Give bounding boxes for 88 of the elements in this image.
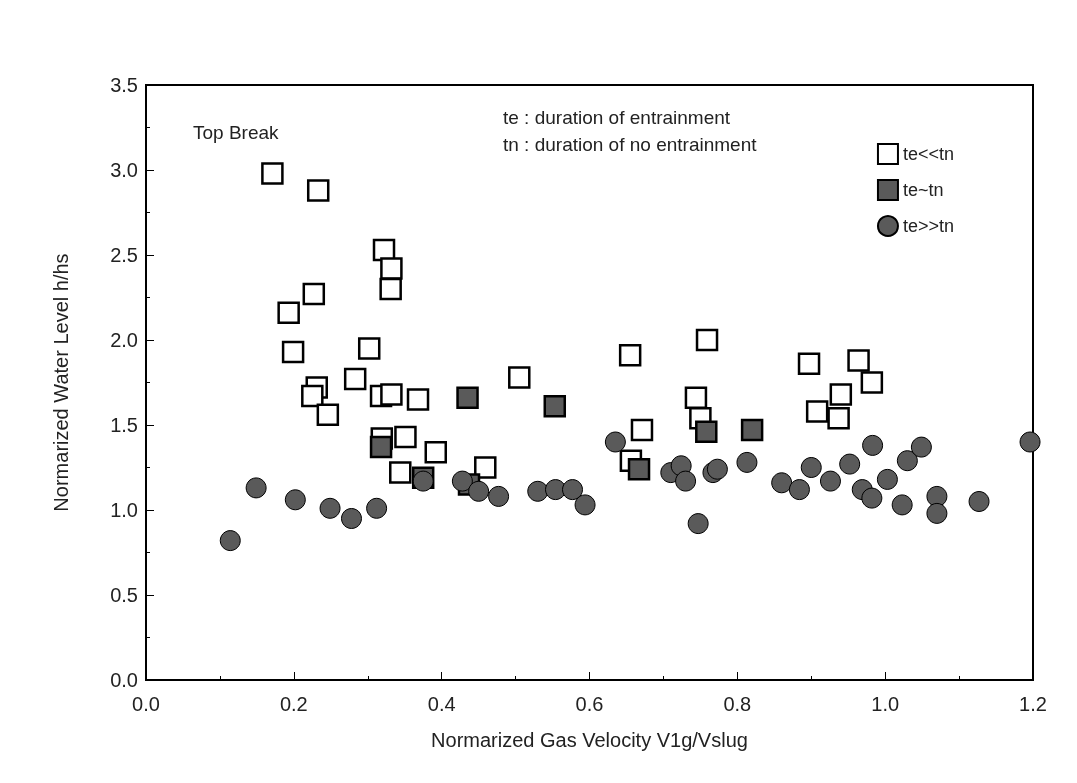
y-tick-label: 3.5 <box>110 74 138 96</box>
point <box>527 480 549 502</box>
legend-label: te~tn <box>902 180 944 200</box>
x-tick-label: 1.2 <box>1019 693 1047 715</box>
point <box>847 349 870 372</box>
y-tick-label: 0.0 <box>110 669 138 691</box>
point <box>369 435 393 459</box>
point <box>468 480 490 502</box>
x-tick-label: 0.4 <box>427 693 456 715</box>
annotation: te : duration of entrainment <box>503 107 731 128</box>
point <box>357 337 381 360</box>
point <box>829 383 853 406</box>
point <box>284 489 306 511</box>
point <box>306 179 330 202</box>
point <box>839 453 861 475</box>
point <box>1019 431 1041 453</box>
point <box>543 395 567 418</box>
point <box>695 420 718 444</box>
point <box>675 470 697 492</box>
point <box>860 371 884 394</box>
point <box>394 425 417 449</box>
x-tick-label: 0.0 <box>132 693 160 715</box>
point <box>862 434 884 456</box>
point <box>618 344 642 367</box>
point <box>574 494 596 516</box>
point <box>630 418 654 442</box>
point <box>366 497 388 519</box>
x-tick-label: 0.8 <box>723 693 752 715</box>
point <box>627 457 651 481</box>
point <box>740 418 764 442</box>
point <box>805 400 829 423</box>
point <box>508 366 531 389</box>
point <box>301 384 324 408</box>
point <box>861 487 883 509</box>
point <box>319 497 341 519</box>
y-tick-label: 2.5 <box>110 244 138 266</box>
y-tick-label: 3.0 <box>110 159 138 181</box>
y-tick-label: 2.0 <box>110 329 138 351</box>
point <box>451 470 473 492</box>
point <box>380 383 403 406</box>
point <box>896 450 918 472</box>
x-tick-label: 0.2 <box>279 693 308 715</box>
y-tick-label: 1.5 <box>110 414 138 436</box>
x-axis-title: Normarized Gas Velocity V1g/Vslug <box>431 729 748 751</box>
point <box>219 530 241 552</box>
legend-label: te<<tn <box>902 144 954 164</box>
y-axis-title: Normarized Water Level h/hs <box>50 253 72 512</box>
point <box>456 386 479 410</box>
point <box>771 472 793 494</box>
point <box>926 485 948 507</box>
point <box>316 403 340 427</box>
annotation: tn : duration of no entrainment <box>503 134 758 155</box>
point <box>474 456 497 479</box>
point <box>562 479 583 501</box>
point <box>695 328 719 352</box>
point <box>687 513 709 535</box>
point <box>379 277 402 301</box>
y-tick-label: 1.0 <box>110 499 138 521</box>
point <box>819 470 841 492</box>
point <box>788 479 810 501</box>
point <box>277 301 300 325</box>
legend-label: te>>tn <box>902 216 954 236</box>
point <box>281 340 305 364</box>
point <box>891 494 913 516</box>
point <box>910 436 932 458</box>
point <box>827 406 850 430</box>
y-tick-label: 0.5 <box>110 584 138 606</box>
point <box>406 388 430 411</box>
x-tick-label: 1.0 <box>871 693 900 715</box>
point <box>341 508 362 529</box>
point <box>380 257 403 280</box>
point <box>389 461 412 484</box>
point <box>797 352 821 376</box>
point <box>424 440 447 464</box>
point <box>261 162 284 185</box>
point <box>245 477 267 499</box>
point <box>736 451 758 473</box>
point <box>302 282 326 306</box>
point <box>876 468 898 490</box>
point <box>968 491 990 512</box>
point <box>488 485 510 507</box>
annotation: Top Break <box>193 122 280 143</box>
point <box>800 457 822 478</box>
point <box>926 502 948 524</box>
point <box>343 367 367 391</box>
point <box>684 386 708 410</box>
x-tick-label: 0.6 <box>575 693 604 715</box>
point <box>604 431 626 453</box>
